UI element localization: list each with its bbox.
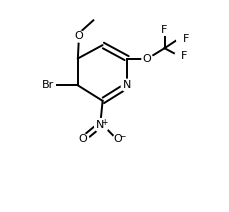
Text: O: O bbox=[78, 134, 87, 144]
Text: N: N bbox=[123, 80, 131, 90]
Text: −: − bbox=[119, 132, 125, 141]
Text: O: O bbox=[74, 31, 83, 41]
Text: F: F bbox=[180, 52, 187, 61]
Text: F: F bbox=[182, 34, 189, 44]
Text: Br: Br bbox=[42, 80, 54, 90]
Text: O: O bbox=[113, 134, 122, 144]
Text: +: + bbox=[101, 118, 107, 127]
Text: O: O bbox=[142, 53, 151, 64]
Text: N: N bbox=[96, 120, 104, 130]
Text: F: F bbox=[161, 25, 167, 35]
